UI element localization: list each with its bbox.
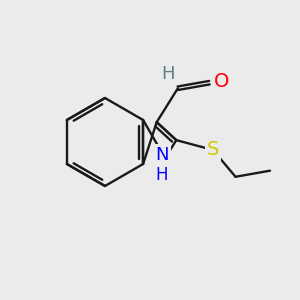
- Text: S: S: [207, 140, 219, 160]
- Text: N: N: [155, 146, 169, 164]
- Text: H: H: [156, 166, 168, 184]
- Text: H: H: [161, 65, 175, 83]
- Text: O: O: [213, 72, 229, 91]
